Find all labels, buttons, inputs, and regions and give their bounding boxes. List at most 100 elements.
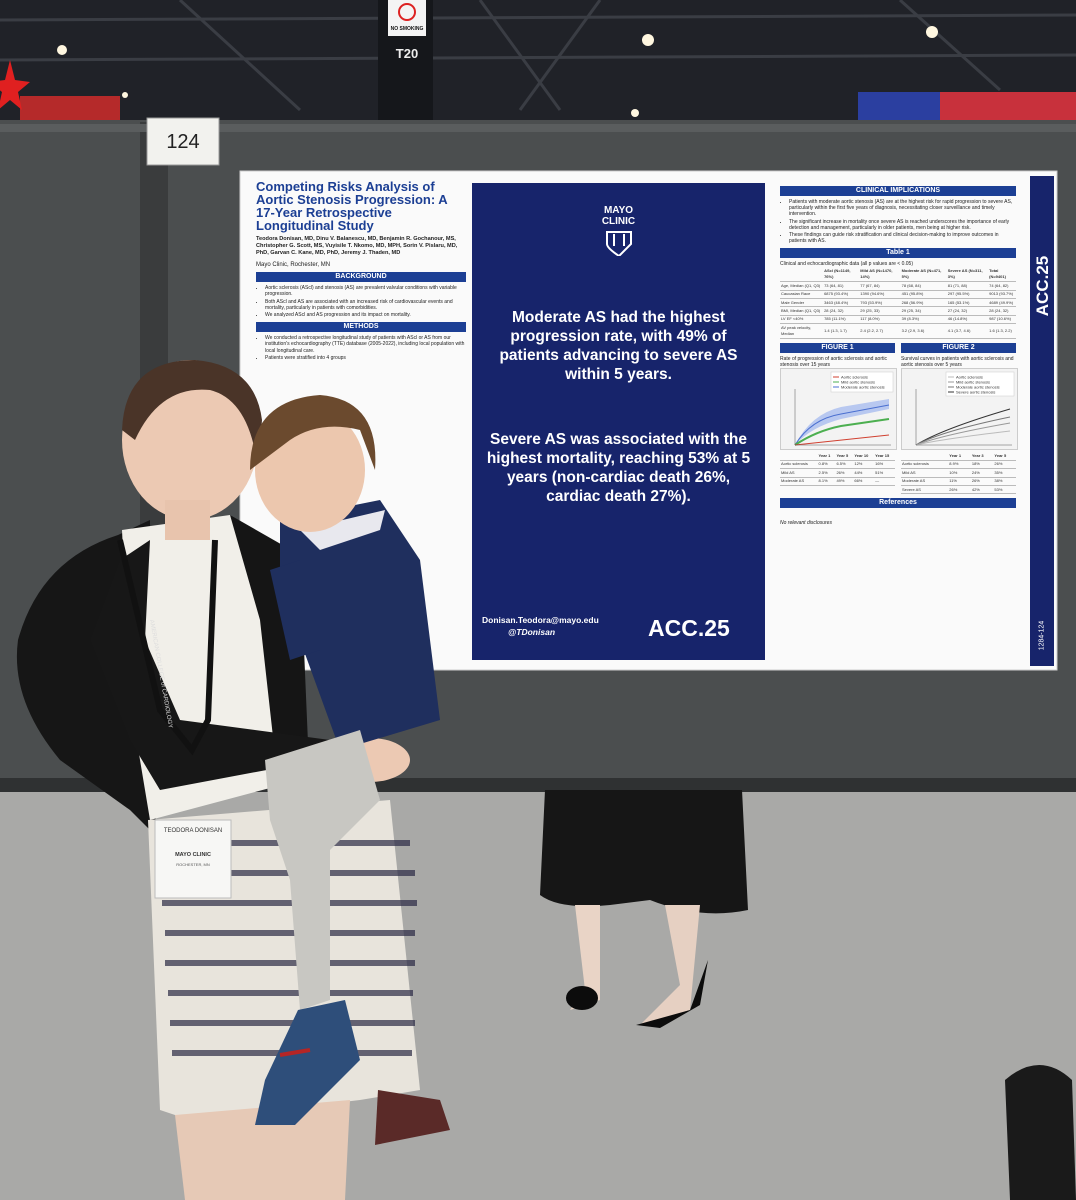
disclosures: No relevant disclosures [780,520,832,527]
trusses [0,0,1076,112]
table-cell: 8.1% [817,477,836,486]
table-cell: 3.2 (2.9, 3.6) [900,323,947,339]
table-row: Mild AS 2.5% 26% 44% 51% [780,468,895,478]
table-cell: 11% [948,477,971,486]
table-cell: 81 (71, 88) [946,281,989,291]
key-findings-panel: MAYO CLINIC Moderate AS had the highest … [472,183,765,660]
table-cell: 1390 (94.6%) [859,290,901,300]
table-cell: Mild AS [780,468,818,478]
bullet-list: Aortic sclerosis (AScl) and stenosis (AS… [256,285,466,318]
table-row: AV peak velocity, Median 1.4 (1.3, 1.7) 2.… [780,323,1016,339]
table-cell: 26% [993,460,1016,470]
banner-red [940,92,1076,120]
table-cell: LV EF <40% [780,315,824,325]
table-cell [780,267,824,283]
table-cell: 165 (53.1%) [946,298,989,308]
name-badge [154,819,232,899]
red-structure [20,96,120,124]
bullet-list: Patients with moderate aortic stenosis (… [780,199,1016,244]
table-cell: 9013 (93.7%) [988,290,1016,300]
table-row: Mild AS 10% 24% 35% [901,468,1016,478]
column-header: Moderate AS (N=471, 5%) [900,267,947,283]
table-row: Male Gender 3463 (48.4%) 793 (53.9%) 268 (5… [780,298,1016,308]
table-row: Aortic sclerosis 8.9% 18% 26% [901,460,1016,470]
table-row: BMI, Median (Q1, Q3) 28 (24, 32) 29 (25, 3… [780,306,1016,316]
contact-handle: @TDonisan [508,627,556,637]
legend-label: Aortic sclerosis [841,375,868,380]
table-cell: 27 (24, 32) [946,306,989,316]
section-heading: METHODS [256,322,466,333]
bullet: These findings can guide risk stratifica… [789,232,1016,244]
table-cell: Aortic sclerosis [780,460,818,470]
figure-heading: FIGURE 1 [780,342,895,353]
badge-org: MAYO CLINIC [175,852,211,858]
table-cell: 78 (68, 84) [900,281,947,291]
table-cell: BMI, Median (Q1, Q3) [780,306,824,316]
table-cell: 28 (24, 32) [823,306,860,316]
poster-authors: Teodora Donisan, MD, Dinu V. Balanescu, … [256,236,458,256]
section-heading: BACKGROUND [256,272,466,283]
column-header: Year 5 [993,452,1016,461]
bullet: Patients were stratified into 4 groups [265,355,466,361]
no-smoking-sign [388,0,426,36]
data-table: AScl (N=1149, 76%) Mild AS (N=1470, 14%) M… [780,267,1016,339]
handbag [1005,1065,1076,1200]
table-cell: 66% [853,477,875,486]
figure: FIGURE 1 Rate of progression of aortic s… [780,342,897,495]
table-cell: 2.5% [817,468,836,478]
bullet: Aortic sclerosis (AScl) and stenosis (AS… [265,285,466,297]
table-cell: 1.4 (1.3, 1.7) [823,323,860,339]
column-header: Year 15 [874,452,895,461]
table-cell: 18% [970,460,994,470]
table-cell: 42% [970,485,994,495]
legend-label: Mild aortic stenosis [841,380,875,385]
column-header: Year 3 [970,452,994,461]
table-cell: 26% [948,485,971,495]
table-cell: 74 (64, 82) [988,281,1016,291]
table-cell: 16% [874,460,895,470]
legend-label: Mild aortic stenosis [956,380,990,385]
bullet-list: We conducted a retrospective longitudina… [256,335,466,361]
legend-label: Moderate aortic stenosis [956,385,1000,390]
bullet: We analyzed AScl and AS progression and … [265,312,466,318]
section-heading: CLINICAL IMPLICATIONS [780,186,1016,196]
table-cell: 793 (53.9%) [859,298,901,308]
table-cell: Male Gender [780,298,824,308]
board-number: 124 [166,131,199,153]
table-row: Caucasian Race 6875 (93.4%) 1390 (94.6%) 45… [780,290,1016,300]
table-cell: Mild AS [901,468,949,478]
table-row: Age, Median (Q1, Q3) 73 (64, 81) 77 (67, 8… [780,281,1016,291]
bullet: The significant increase in mortality on… [789,219,1016,231]
table-cell: 77 (67, 84) [859,281,901,291]
table-cell: 49% [835,477,854,486]
column-header: Year 10 [853,452,875,461]
table-cell: 29 (25, 34) [900,306,947,316]
table-row: Moderate AS 11% 26% 38% [901,477,1016,486]
figure-table: Year 1 Year 5 Year 10 Year 15 Aortic scleros… [780,452,895,486]
table-cell: Moderate AS [901,477,949,486]
figure-caption: Survival curves in patients with aortic … [901,355,1014,368]
poster-title: Competing Risks Analysis of Aortic Steno… [256,179,448,233]
column-header: Mild AS (N=1470, 14%) [859,267,901,283]
table-cell: 44% [853,468,875,478]
table-header-row: Year 1 Year 3 Year 5 [901,452,1016,461]
table-cell [780,452,818,461]
table-cell: Caucasian Race [780,290,824,300]
table-cell: — [874,477,895,486]
table-cell: 1.6 (1.3, 2.2) [988,323,1016,339]
table-cell: 10% [948,468,971,478]
table-row: Aortic sclerosis 0.8% 6.5% 12% 16% [780,460,895,470]
table-cell: 38% [993,477,1016,486]
column-header: Severe AS (N=311, 3%) [946,267,989,283]
table-cell: 8.9% [948,460,971,470]
logo-text: MAYO CLINIC [601,205,636,227]
figure-heading: FIGURE 2 [901,342,1016,353]
section-heading: Table 1 [780,248,1016,259]
no-smoking-icon [398,3,416,21]
table-cell: Moderate AS [780,477,818,486]
aisle-label: T20 [396,46,418,61]
